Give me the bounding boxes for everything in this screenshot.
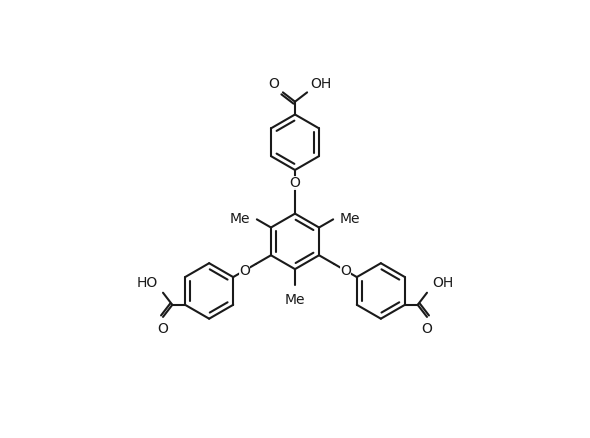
Text: O: O <box>422 322 432 336</box>
Text: OH: OH <box>432 276 454 290</box>
Text: HO: HO <box>136 276 158 290</box>
Text: O: O <box>340 264 351 278</box>
Text: O: O <box>158 322 168 336</box>
Text: O: O <box>290 176 300 190</box>
Text: O: O <box>268 78 279 92</box>
Text: Me: Me <box>340 212 360 226</box>
Text: OH: OH <box>311 78 332 92</box>
Text: O: O <box>239 264 250 278</box>
Text: Me: Me <box>285 293 305 307</box>
Text: Me: Me <box>230 212 250 226</box>
